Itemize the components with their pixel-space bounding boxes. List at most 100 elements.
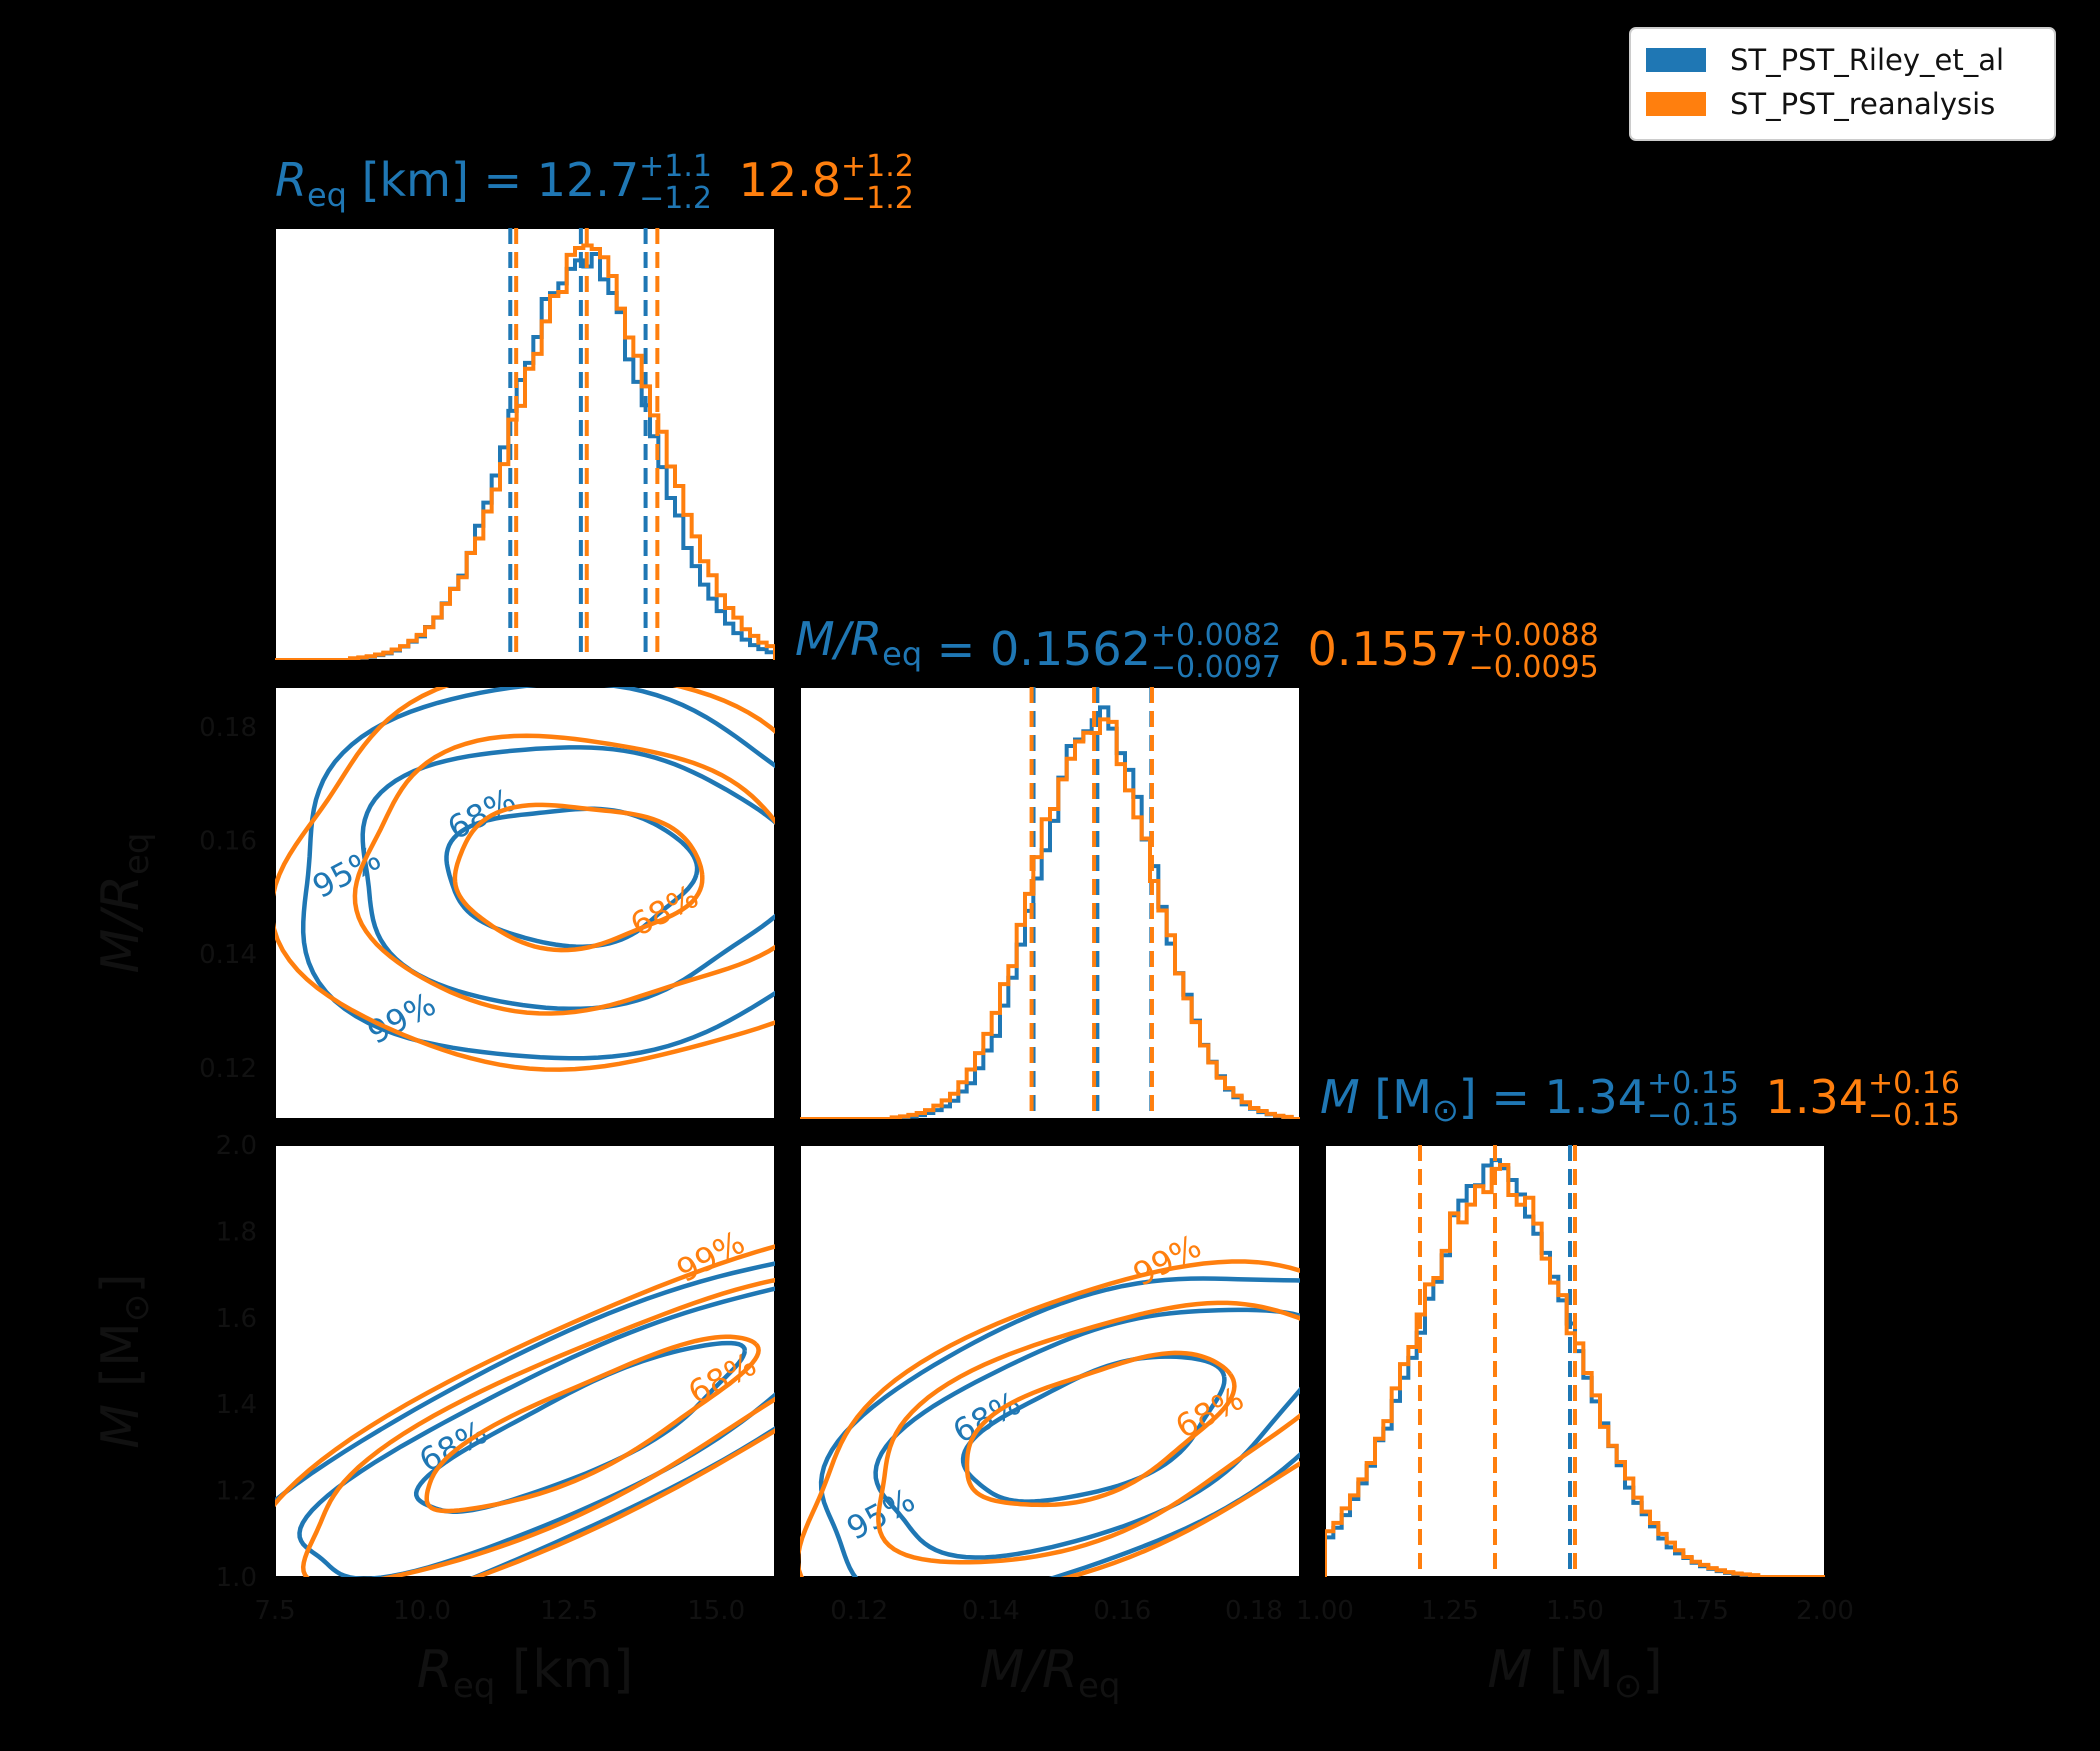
- x-tick-label: 1.50: [1546, 1596, 1604, 1626]
- y-tick-label: 1.4: [216, 1390, 257, 1420]
- title-blue-median: = 0.1562: [922, 622, 1151, 676]
- x-tick-label: 15.0: [687, 1596, 745, 1626]
- title-orange-median: 1.34: [1766, 1070, 1868, 1124]
- contour-orange-95%: [876, 1300, 1300, 1565]
- title-orange-median: 0.1557: [1308, 622, 1469, 676]
- x-axis-label-mr: M/Req: [979, 1640, 1120, 1706]
- x-tick-label: 1.00: [1296, 1596, 1354, 1626]
- x-tick-label: 1.75: [1671, 1596, 1729, 1626]
- axis-label-part: ]: [91, 1273, 151, 1293]
- title-blue-median: = 1.34: [1477, 1070, 1647, 1124]
- y-axis-label-mr: M/Req: [91, 832, 157, 973]
- x-axis-label-req: Req [km]: [417, 1640, 634, 1706]
- panel-hist-mr: [799, 686, 1301, 1120]
- axis-label-part: [M: [1532, 1640, 1614, 1700]
- axis-label-part: M: [1487, 1640, 1532, 1700]
- axis-label-sub: ⊙: [117, 1294, 157, 1323]
- x-tick-label: 10.0: [393, 1596, 451, 1626]
- contour-orange-95%: [352, 733, 775, 1016]
- contour-blue-99%: [300, 687, 775, 1061]
- axis-label-sub: eq: [453, 1666, 496, 1706]
- axis-label-part: M/R: [979, 1640, 1078, 1700]
- x-tick-label: 7.5: [254, 1596, 295, 1626]
- title-M: M [M⊙] = 1.34+0.15 −0.15 1.34+0.16 −0.15: [1320, 1066, 1960, 1133]
- x-tick-label: 0.14: [962, 1596, 1020, 1626]
- title-unit-close: ]: [1459, 1070, 1477, 1124]
- x-tick-label: 0.16: [1093, 1596, 1151, 1626]
- axis-label-part: [M: [91, 1322, 151, 1404]
- title-blue-median: = 12.7: [469, 153, 639, 207]
- axis-label-part: [km]: [495, 1640, 633, 1700]
- title-gap: [712, 153, 727, 207]
- axis-label-part: M: [91, 1404, 151, 1449]
- histogram-orange: [800, 717, 1300, 1119]
- contour-orange-68%: [452, 802, 705, 953]
- contour-orange-99%: [275, 1244, 775, 1577]
- legend-swatch-1: [1646, 92, 1706, 116]
- contour-orange-68%: [964, 1350, 1237, 1508]
- legend-box: [1629, 27, 2056, 141]
- legend-label-1: ST_PST_reanalysis: [1730, 87, 1995, 121]
- contour-orange-99%: [800, 1259, 1300, 1577]
- title-orange-minus: −1.2: [841, 181, 914, 216]
- contour-group: 68%68%99%: [275, 1223, 775, 1577]
- title-blue-plus: +0.0082: [1151, 618, 1281, 653]
- title-MR: M/Req = 0.1562+0.0082 −0.0097 0.1557+0.00…: [795, 612, 1599, 685]
- title-blue-plus: +1.1: [639, 149, 712, 184]
- x-axis-label-m: M [M⊙]: [1487, 1640, 1662, 1706]
- title-blue-minus: −1.2: [639, 181, 712, 216]
- title-orange-minus: −0.0095: [1469, 650, 1599, 685]
- y-tick-label: 0.18: [199, 713, 257, 743]
- title-blue-minus: −0.0097: [1151, 650, 1281, 685]
- y-tick-label: 1.8: [216, 1217, 257, 1247]
- title-symbol: M: [1320, 1070, 1360, 1124]
- x-tick-label: 0.18: [1225, 1596, 1283, 1626]
- title-unit: [M: [1360, 1070, 1432, 1124]
- title-unit-sub: ⊙: [1432, 1091, 1459, 1129]
- axis-label-part: R: [417, 1640, 453, 1700]
- x-tick-label: 12.5: [540, 1596, 598, 1626]
- y-tick-label: 0.16: [199, 826, 257, 856]
- contour-blue-99%: [275, 1261, 775, 1577]
- x-tick-label: 2.00: [1796, 1596, 1854, 1626]
- axis-label-sub: eq: [1078, 1666, 1121, 1706]
- y-tick-label: 0.12: [199, 1054, 257, 1084]
- legend-label-0: ST_PST_Riley_et_al: [1730, 43, 2004, 77]
- contour-orange-99%: [275, 687, 775, 1072]
- contour-blue-99%: [818, 1276, 1300, 1577]
- panel-hist-req: [274, 227, 776, 661]
- title-Req: Req [km] = 12.7+1.1 −1.2 12.8+1.2 −1.2: [275, 149, 914, 216]
- title-blue-plus: +0.15: [1647, 1066, 1739, 1101]
- histogram-orange: [1325, 1162, 1825, 1577]
- axis-label-sub: eq: [117, 832, 157, 875]
- histogram-group: [275, 228, 775, 660]
- axis-label-part: ]: [1642, 1640, 1662, 1700]
- x-tick-label: 0.12: [830, 1596, 888, 1626]
- y-axis-label-m: M [M⊙]: [91, 1273, 157, 1448]
- contour-orange-95%: [300, 1277, 775, 1577]
- histogram-group: [800, 687, 1300, 1119]
- y-tick-label: 1.2: [216, 1477, 257, 1507]
- title-gap: [1281, 622, 1296, 676]
- title-symbol: M/R: [795, 612, 882, 666]
- panel-joint-req-m: [274, 1144, 776, 1578]
- title-orange-plus: +0.16: [1868, 1066, 1960, 1101]
- y-tick-label: 1.6: [216, 1304, 257, 1334]
- histogram-orange: [275, 243, 775, 660]
- title-orange-minus: −0.15: [1868, 1098, 1960, 1133]
- title-gap: [1739, 1070, 1754, 1124]
- y-tick-label: 0.14: [199, 940, 257, 970]
- title-unit: [km]: [347, 153, 469, 207]
- x-tick-label: 1.25: [1421, 1596, 1479, 1626]
- y-tick-label: 1.0: [216, 1563, 257, 1593]
- y-tick-label: 2.0: [216, 1131, 257, 1161]
- title-blue-minus: −0.15: [1647, 1098, 1739, 1133]
- title-sub: eq: [882, 635, 922, 673]
- title-symbol: R: [275, 153, 307, 207]
- axis-label-sub: ⊙: [1614, 1666, 1643, 1706]
- legend-swatch-0: [1646, 48, 1706, 72]
- title-orange-median: 12.8: [739, 153, 841, 207]
- title-sub: eq: [307, 176, 347, 214]
